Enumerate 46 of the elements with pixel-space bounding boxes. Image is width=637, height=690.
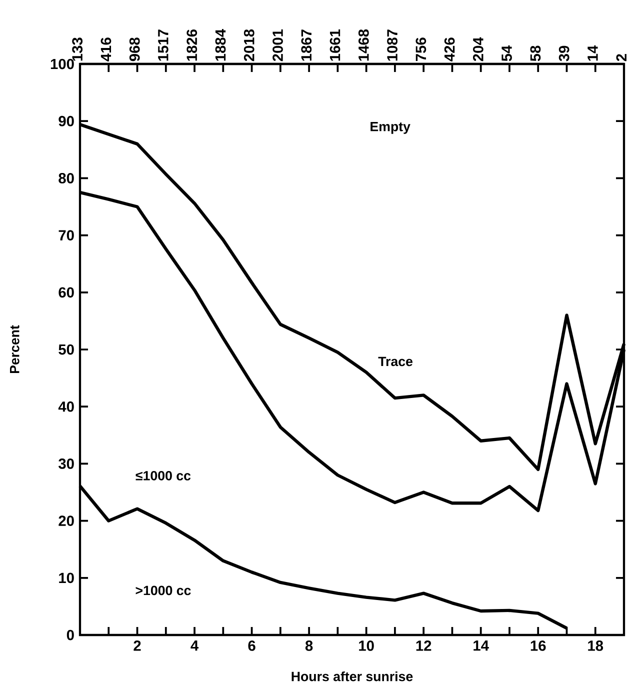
y-tick-label: 50	[58, 344, 74, 355]
y-tick-label: 0	[66, 630, 74, 640]
x-axis-title: Hours after sunrise	[292, 671, 413, 682]
text: 58	[530, 46, 541, 62]
y-tick-label: 90	[58, 116, 74, 126]
text: 1826	[186, 29, 198, 61]
x-tick-label: 12	[416, 640, 432, 651]
annotation: Empty	[370, 122, 410, 134]
y-tick-label: 70	[58, 230, 74, 240]
y-tick-label: 60	[58, 287, 74, 298]
x-tick-label: 16	[530, 640, 546, 651]
text: 2001	[272, 29, 283, 62]
y-tick-label: 20	[58, 516, 74, 526]
y-axis-title: Percent	[10, 325, 20, 374]
text: 2018	[244, 29, 254, 62]
text: 54	[502, 45, 512, 62]
text: 14	[588, 45, 598, 61]
text: 204	[472, 37, 484, 62]
y-tick-label: 10	[59, 572, 74, 584]
text: 426	[444, 38, 455, 62]
y-tick-label: 100	[50, 58, 74, 70]
text: 133	[72, 38, 83, 61]
text: 1468	[358, 29, 369, 61]
annotation: ≤1000 cc	[136, 470, 191, 480]
text: 39	[558, 46, 570, 62]
x-tick-label: 4	[190, 640, 199, 651]
x-tick-label: 6	[248, 640, 256, 651]
text: 1661	[330, 29, 340, 61]
annotation: >1000 cc	[136, 586, 191, 596]
text: 2	[616, 54, 626, 62]
x-tick-label: 2	[134, 640, 141, 651]
x-tick-label: 18	[588, 640, 604, 651]
text: 756	[416, 38, 426, 61]
x-tick-label: 10	[359, 640, 374, 651]
y-tick-label: 80	[58, 173, 74, 184]
annotation: Trace	[378, 356, 412, 366]
x-tick-label: 8	[305, 640, 313, 651]
y-tick-label: 40	[58, 401, 74, 412]
text: 1867	[301, 30, 312, 61]
text: 1087	[387, 30, 398, 61]
y-tick-label: 30	[58, 458, 74, 469]
text: 1517	[158, 30, 168, 61]
x-tick-label: 14	[474, 640, 489, 651]
text: 968	[129, 38, 140, 62]
text: 416	[100, 38, 112, 62]
text: 1884	[215, 29, 226, 61]
